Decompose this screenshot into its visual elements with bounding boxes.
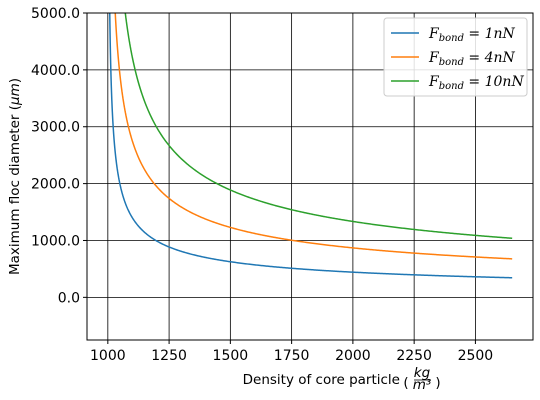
x-tick-label-0: 1000: [90, 348, 126, 364]
y-tick-label-0: 0.0: [58, 290, 80, 306]
x-unit-numerator: kg: [414, 365, 431, 381]
plot-area-frame: [86, 12, 534, 341]
legend-label-2: Fbond = 10nN: [428, 74, 524, 92]
legend-box: [383, 17, 528, 97]
x-axis-unit-fraction: kg m³ (): [403, 365, 440, 393]
y-tick-label-5: 5000.0: [31, 6, 80, 22]
legend: Fbond = 1nN Fbond = 4nN Fbond = 10nN: [383, 17, 528, 97]
y-tick-label-1: 1000.0: [31, 233, 80, 249]
legend-label-0: Fbond = 1nN: [428, 26, 516, 44]
series-line-1: [114, 13, 513, 260]
y-tick-label-2: 2000.0: [31, 177, 80, 193]
x-unit-denominator: m³: [413, 377, 432, 393]
x-tick-label-2: 1500: [213, 348, 249, 364]
y-axis-label: Maximum floc diameter (μm): [7, 78, 23, 275]
x-tick-label-6: 2500: [458, 348, 494, 364]
y-axis-ticks: 0.0 1000.0 2000.0 3000.0 4000.0 5000.0: [31, 6, 87, 306]
series-line-2: [124, 13, 513, 240]
grid-lines: [87, 12, 533, 340]
x-tick-label-4: 2000: [335, 348, 371, 364]
series-line-0: [108, 13, 513, 279]
x-tick-label-5: 2250: [396, 348, 432, 364]
legend-label-1: Fbond = 4nN: [428, 50, 516, 68]
series-lines: [108, 13, 513, 279]
x-axis-ticks: 1000 1250 1500 1750 2000 2250 2500: [90, 340, 493, 364]
x-unit-left-paren: (: [403, 375, 408, 391]
x-tick-label-3: 1750: [274, 348, 310, 364]
y-tick-label-3: 3000.0: [31, 120, 80, 136]
y-tick-label-4: 4000.0: [31, 63, 80, 79]
x-tick-label-1: 1250: [151, 348, 187, 364]
x-unit-right-paren: ): [435, 375, 440, 391]
x-axis-label: Density of core particle: [243, 372, 400, 388]
